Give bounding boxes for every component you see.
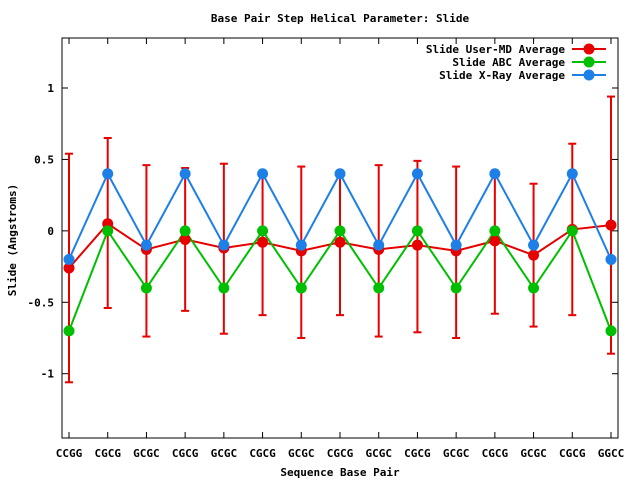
- x-tick-label: GGCC: [598, 447, 625, 460]
- data-point: [373, 239, 385, 251]
- y-tick-label: 0: [47, 225, 54, 238]
- x-tick-label: GCGC: [443, 447, 470, 460]
- data-point: [528, 249, 540, 261]
- data-point: [140, 239, 152, 251]
- data-point: [566, 168, 578, 180]
- data-point: [140, 282, 152, 294]
- series-points-1: [63, 218, 617, 274]
- data-point: [528, 282, 540, 294]
- x-tick-label: CGCG: [559, 447, 586, 460]
- data-point: [411, 239, 423, 251]
- data-point: [218, 282, 230, 294]
- x-tick-label: CGCG: [482, 447, 509, 460]
- x-tick-label: CGCG: [327, 447, 354, 460]
- y-axis-label: Slide (Angstroms): [6, 184, 19, 297]
- x-tick-label: CGCG: [249, 447, 276, 460]
- data-point: [528, 239, 540, 251]
- x-tick-label: GCGC: [365, 447, 392, 460]
- data-point: [102, 225, 114, 237]
- x-tick-label: CCGG: [56, 447, 83, 460]
- data-point: [179, 233, 191, 245]
- series-layer: [63, 95, 617, 384]
- data-point: [334, 168, 346, 180]
- data-point: [450, 239, 462, 251]
- y-tick-label: -1: [41, 368, 55, 381]
- chart-title: Base Pair Step Helical Parameter: Slide: [211, 12, 470, 25]
- data-point: [605, 325, 617, 337]
- x-axis-label: Sequence Base Pair: [280, 466, 400, 479]
- data-point: [334, 225, 346, 237]
- data-point: [450, 282, 462, 294]
- data-point: [373, 282, 385, 294]
- data-point: [63, 262, 75, 274]
- data-point: [102, 168, 114, 180]
- data-point: [295, 239, 307, 251]
- data-point: [257, 168, 269, 180]
- data-point: [411, 225, 423, 237]
- data-point: [179, 225, 191, 237]
- series-points-3: [63, 168, 617, 265]
- x-tick-label: CGCG: [94, 447, 121, 460]
- data-point: [489, 168, 501, 180]
- x-axis-ticks: CCGG CGCG GCGC CGCG GCGC CGCG GCGC CGCG GCGC CGCG…: [56, 38, 625, 460]
- x-tick-label: GCGC: [133, 447, 160, 460]
- series-points-2: [63, 225, 617, 337]
- legend-marker: [583, 69, 595, 81]
- data-point: [257, 225, 269, 237]
- legend-marker: [583, 56, 595, 68]
- x-tick-label: CGCG: [172, 447, 199, 460]
- data-point: [334, 236, 346, 248]
- data-point: [179, 168, 191, 180]
- x-tick-label: GCGC: [520, 447, 547, 460]
- y-tick-label: 0.5: [34, 153, 54, 166]
- data-point: [605, 219, 617, 231]
- data-point: [411, 168, 423, 180]
- data-point: [295, 282, 307, 294]
- legend-label: Slide ABC Average: [452, 56, 565, 69]
- x-tick-label: GCGC: [211, 447, 238, 460]
- data-point: [605, 253, 617, 265]
- data-point: [489, 225, 501, 237]
- y-tick-label: -0.5: [28, 296, 55, 309]
- data-point: [63, 253, 75, 265]
- x-tick-label: CGCG: [404, 447, 431, 460]
- data-point: [489, 235, 501, 247]
- legend-marker: [583, 43, 595, 55]
- data-point: [218, 239, 230, 251]
- y-axis-ticks: 1 0.5 0 -0.5 -1: [28, 82, 618, 381]
- data-point: [566, 225, 578, 237]
- data-point: [63, 325, 75, 337]
- legend-label: Slide User-MD Average: [426, 43, 565, 56]
- data-point: [257, 236, 269, 248]
- x-tick-label: GCGC: [288, 447, 315, 460]
- y-tick-label: 1: [47, 82, 54, 95]
- legend-label: Slide X-Ray Average: [439, 69, 565, 82]
